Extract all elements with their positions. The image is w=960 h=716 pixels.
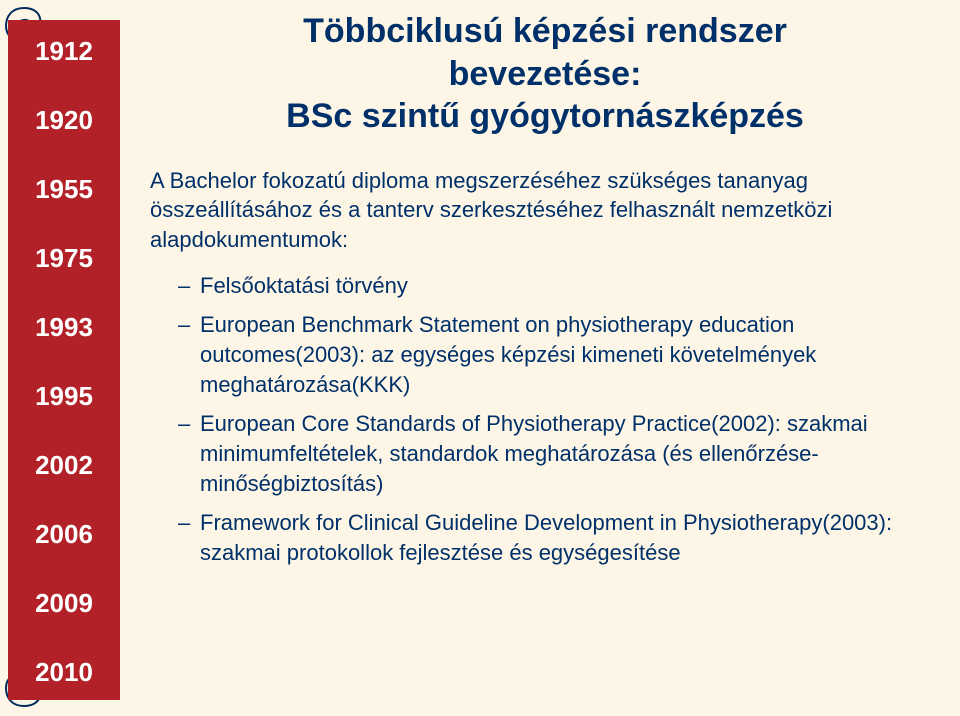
bullet-list: Felsőoktatási törvény European Benchmark… bbox=[150, 271, 940, 568]
timeline-sidebar: 1912 1920 1955 1975 1993 1995 2002 2006 … bbox=[8, 20, 120, 700]
year-item: 1975 bbox=[35, 243, 93, 274]
content-area: Többciklusú képzési rendszer bevezetése:… bbox=[150, 10, 940, 578]
year-item: 1912 bbox=[35, 36, 93, 67]
year-item: 2009 bbox=[35, 588, 93, 619]
list-item: European Benchmark Statement on physioth… bbox=[178, 310, 940, 399]
year-item: 2006 bbox=[35, 519, 93, 550]
year-item: 1920 bbox=[35, 105, 93, 136]
year-item: 1955 bbox=[35, 174, 93, 205]
year-item: 1993 bbox=[35, 312, 93, 343]
list-item: Felsőoktatási törvény bbox=[178, 271, 940, 301]
year-item: 1995 bbox=[35, 381, 93, 412]
year-item: 2010 bbox=[35, 657, 93, 688]
title-line: BSc szintű gyógytornászképzés bbox=[286, 97, 804, 135]
intro-paragraph: A Bachelor fokozatú diploma megszerzéséh… bbox=[150, 166, 940, 255]
title-line: Többciklusú képzési rendszer bbox=[303, 12, 787, 50]
year-item: 2002 bbox=[35, 450, 93, 481]
list-item: Framework for Clinical Guideline Develop… bbox=[178, 508, 940, 567]
page-title: Többciklusú képzési rendszer bevezetése:… bbox=[150, 10, 940, 138]
list-item: European Core Standards of Physiotherapy… bbox=[178, 409, 940, 498]
title-line: bevezetése: bbox=[449, 55, 642, 93]
